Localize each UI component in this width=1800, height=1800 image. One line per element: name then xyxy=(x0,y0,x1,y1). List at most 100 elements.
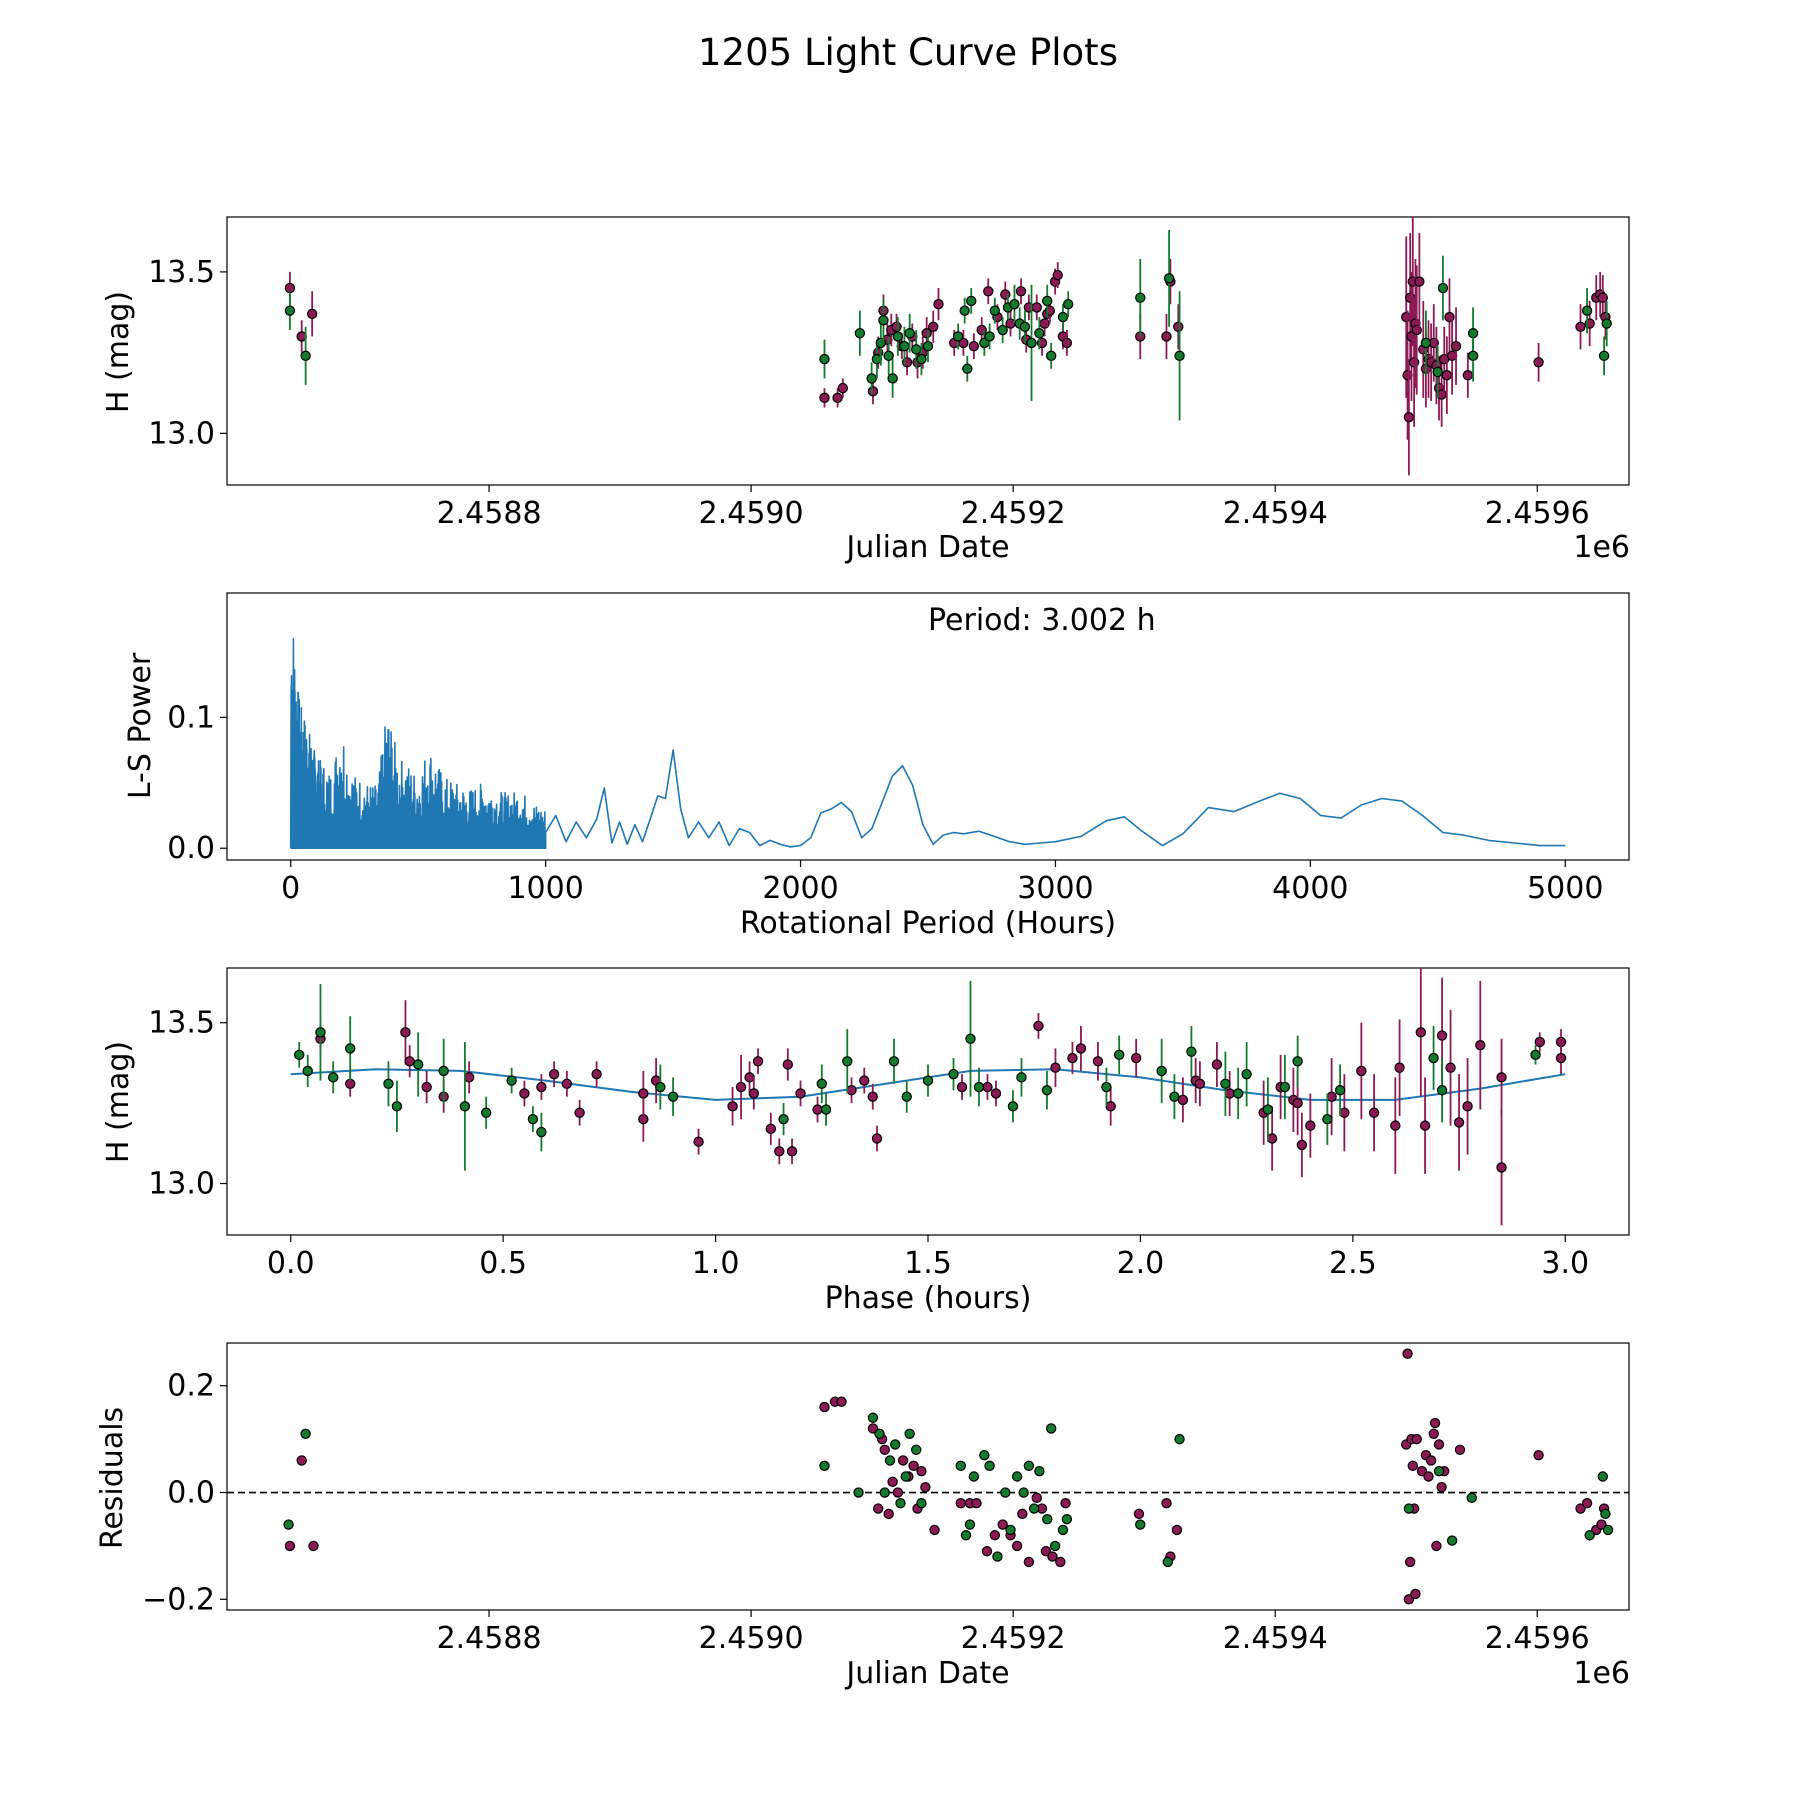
phased-point xyxy=(1419,1120,1431,1131)
phased-point xyxy=(519,1088,530,1099)
lightcurve-point xyxy=(911,344,922,355)
residuals-point xyxy=(1174,1433,1185,1445)
phased-point xyxy=(871,1133,883,1144)
phased-point xyxy=(391,1101,403,1112)
periodogram-frame xyxy=(226,592,1630,861)
residuals-point xyxy=(1049,1540,1061,1552)
phased-point xyxy=(782,1059,794,1070)
phased-point xyxy=(867,1091,878,1102)
phased-point xyxy=(1262,1104,1274,1115)
lightcurve-point xyxy=(1009,298,1020,310)
residuals-point xyxy=(1055,1556,1066,1568)
lightcurve-point xyxy=(983,286,994,297)
lightcurve-point xyxy=(1052,269,1063,281)
residuals-ytick-label: 0.0 xyxy=(167,1476,215,1511)
lightcurve-point xyxy=(962,363,973,374)
phased-point xyxy=(1305,1120,1316,1131)
panel-phased: 0.0 0.5 1.0 1.5 2.0 2.5 3.0 13.0 13.5 Phase (hou… xyxy=(101,967,1630,1316)
residuals-point xyxy=(283,1519,294,1530)
lightcurve-point xyxy=(1420,337,1432,349)
phased-point xyxy=(536,1126,547,1138)
residuals-xtick-label: 2.4596 xyxy=(1485,1621,1590,1656)
phased-point xyxy=(812,1104,823,1115)
panel-residuals: 2.4588 2.4590 2.4592 2.4594 2.4596 −0.2 0.0 0.2… xyxy=(95,1342,1630,1691)
residuals-point xyxy=(1431,1540,1442,1552)
residuals-point xyxy=(1161,1497,1172,1509)
residuals-point xyxy=(1011,1540,1023,1552)
phased-point xyxy=(591,1068,602,1080)
lightcurve-point xyxy=(819,392,830,404)
phased-point xyxy=(778,1113,789,1125)
residuals-point xyxy=(920,1481,931,1493)
lightcurve-point xyxy=(1533,357,1544,368)
lightcurve-ylabel: H (mag) xyxy=(101,291,136,413)
lightcurve-xtick-label: 2.4592 xyxy=(961,496,1066,531)
residuals-point xyxy=(989,1530,1001,1541)
residuals-point xyxy=(284,1540,296,1552)
phased-ytick-label: 13.0 xyxy=(148,1167,215,1202)
residuals-point xyxy=(1133,1508,1145,1520)
lightcurve-xlabel: Julian Date xyxy=(844,530,1009,565)
lightcurve-point xyxy=(1061,337,1073,349)
lightcurve-point xyxy=(1581,305,1593,316)
residuals-point xyxy=(955,1460,966,1472)
phased-point xyxy=(1390,1120,1401,1131)
residuals-point xyxy=(1602,1524,1614,1536)
phased-point xyxy=(315,1027,326,1038)
lightcurve-ytick-label: 13.5 xyxy=(148,255,215,290)
phased-point xyxy=(561,1078,573,1090)
lightcurve-point xyxy=(1441,370,1453,381)
phased-point xyxy=(1041,1085,1053,1096)
lightcurve-point xyxy=(892,331,904,342)
lightcurve-point xyxy=(1034,328,1045,339)
residuals-point xyxy=(1581,1497,1593,1509)
phased-point xyxy=(1194,1078,1206,1090)
residuals-point xyxy=(1171,1524,1183,1536)
phased-point xyxy=(1130,1052,1142,1064)
lightcurve-point xyxy=(1173,321,1184,332)
phased-xtick-label: 0.5 xyxy=(479,1246,527,1281)
phased-point xyxy=(1368,1107,1380,1118)
periodogram-xtick-label: 1000 xyxy=(507,871,583,906)
residuals-point xyxy=(1042,1514,1053,1525)
lightcurve-point xyxy=(1031,302,1042,313)
residuals-point xyxy=(897,1455,909,1466)
residuals-point xyxy=(867,1423,879,1434)
periodogram-line xyxy=(289,637,1566,849)
residuals-point xyxy=(1454,1444,1466,1456)
residuals-point xyxy=(1028,1503,1040,1514)
lightcurve-plot-area: 2.4588 2.4590 2.4592 2.4594 2.4596 13.0 13.5 xyxy=(148,216,1630,531)
residuals-point xyxy=(819,1401,830,1413)
lightcurve-clip-group xyxy=(284,217,1612,476)
residuals-point xyxy=(1575,1503,1586,1514)
residuals-point xyxy=(1436,1481,1447,1493)
phased-point xyxy=(1292,1056,1303,1067)
phased-point xyxy=(548,1068,560,1080)
phased-point xyxy=(1101,1081,1112,1093)
phased-point xyxy=(1007,1101,1019,1112)
lightcurve-point xyxy=(867,386,879,397)
periodogram-ytick-label: 0.1 xyxy=(167,700,215,735)
phased-plot-area: 0.0 0.5 1.0 1.5 2.0 2.5 3.0 13.0 13.5 xyxy=(148,967,1630,1281)
lightcurve-point xyxy=(1601,318,1612,329)
residuals-point xyxy=(873,1503,884,1514)
phased-point xyxy=(1394,1062,1405,1073)
residuals-point xyxy=(1045,1423,1057,1434)
phased-point xyxy=(1033,1020,1044,1032)
periodogram-xtick-label: 0 xyxy=(281,871,300,906)
residuals-point xyxy=(883,1508,894,1520)
lightcurve-point xyxy=(1450,340,1462,352)
phased-point xyxy=(1436,1030,1448,1041)
phased-xtick-label: 3.0 xyxy=(1541,1246,1589,1281)
lightcurve-point xyxy=(832,392,843,404)
phased-point xyxy=(1496,1162,1507,1173)
phased-point xyxy=(846,1085,857,1096)
residuals-point xyxy=(992,1551,1003,1562)
lightcurve-point xyxy=(891,321,902,332)
residuals-point xyxy=(1597,1471,1608,1482)
phased-point xyxy=(1211,1059,1223,1070)
periodogram-plot-area: 0 1000 2000 3000 4000 5000 0.0 0.1 xyxy=(167,592,1630,906)
periodogram-xtick-label: 5000 xyxy=(1527,871,1603,906)
residuals-point xyxy=(1446,1535,1458,1546)
residuals-point xyxy=(836,1396,847,1407)
